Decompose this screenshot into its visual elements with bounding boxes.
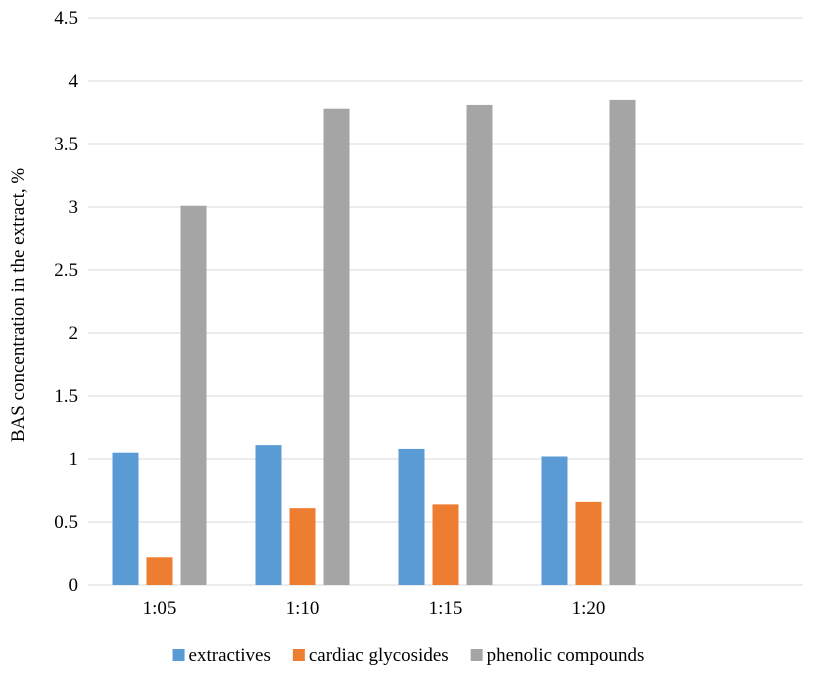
- bar-cardiac-glycosides: [146, 557, 173, 585]
- bar-extractives: [398, 448, 425, 585]
- x-tick-label: 1:20: [572, 598, 606, 619]
- legend-swatch: [292, 649, 305, 661]
- x-tick-label: 1:10: [286, 598, 320, 619]
- legend-item: extractives: [172, 645, 271, 666]
- legend: extractives cardiac glycosides phenolic co…: [172, 645, 645, 666]
- y-tick-label: 2.5: [54, 260, 78, 281]
- y-tick-label: 4: [69, 71, 79, 92]
- x-axis-tick-labels: 1:05 1:10 1:15 1:20: [143, 598, 606, 619]
- bar-phenolic-compounds: [180, 205, 207, 586]
- legend-label: phenolic compounds: [487, 645, 645, 666]
- bar-cardiac-glycosides: [289, 508, 316, 585]
- legend-item: cardiac glycosides: [292, 645, 449, 666]
- y-axis-tick-labels: 0 0.5 1 1.5 2 2.5 3 3.5 4 4.5: [54, 8, 78, 596]
- bar-extractives: [541, 456, 568, 585]
- legend-label: cardiac glycosides: [309, 645, 449, 666]
- y-tick-label: 3.5: [54, 134, 78, 155]
- legend-swatch: [470, 649, 483, 661]
- y-tick-label: 2: [69, 323, 79, 344]
- bar-extractives: [255, 445, 282, 585]
- gridlines: [88, 17, 803, 586]
- bar-phenolic-compounds: [466, 104, 493, 585]
- y-tick-label: 3: [69, 197, 79, 218]
- y-tick-label: 0.5: [54, 512, 78, 533]
- bars: [112, 99, 636, 586]
- legend-swatch: [172, 649, 185, 661]
- y-axis-title: BAS concentration in the extract, %: [8, 168, 29, 443]
- x-tick-label: 1:05: [143, 598, 177, 619]
- y-tick-label: 0: [69, 575, 79, 596]
- y-tick-label: 1.5: [54, 386, 78, 407]
- bar-phenolic-compounds: [609, 99, 636, 586]
- legend-item: phenolic compounds: [470, 645, 645, 666]
- bar-phenolic-compounds: [323, 108, 350, 585]
- legend-label: extractives: [189, 645, 271, 666]
- x-tick-label: 1:15: [429, 598, 463, 619]
- bar-cardiac-glycosides: [432, 504, 459, 585]
- y-tick-label: 1: [69, 449, 79, 470]
- bar-extractives: [112, 452, 139, 585]
- y-tick-label: 4.5: [54, 8, 78, 29]
- bar-cardiac-glycosides: [575, 501, 602, 585]
